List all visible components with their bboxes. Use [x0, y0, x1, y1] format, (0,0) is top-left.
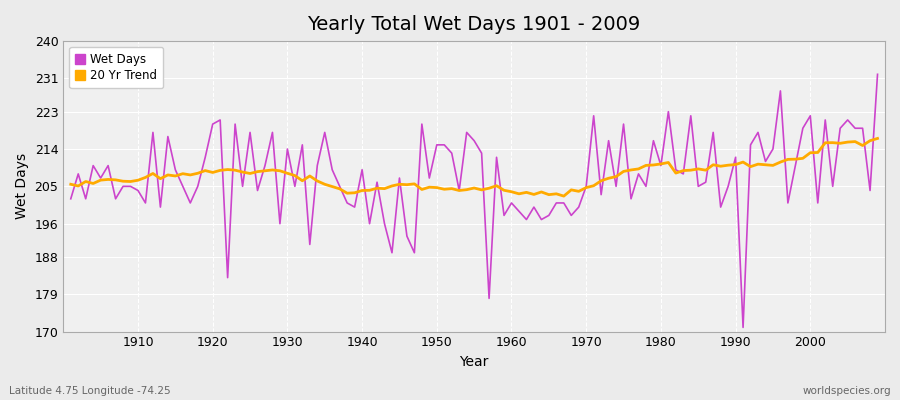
Legend: Wet Days, 20 Yr Trend: Wet Days, 20 Yr Trend: [69, 47, 163, 88]
Title: Yearly Total Wet Days 1901 - 2009: Yearly Total Wet Days 1901 - 2009: [308, 15, 641, 34]
X-axis label: Year: Year: [460, 355, 489, 369]
Y-axis label: Wet Days: Wet Days: [15, 153, 29, 220]
Text: Latitude 4.75 Longitude -74.25: Latitude 4.75 Longitude -74.25: [9, 386, 171, 396]
Text: worldspecies.org: worldspecies.org: [803, 386, 891, 396]
